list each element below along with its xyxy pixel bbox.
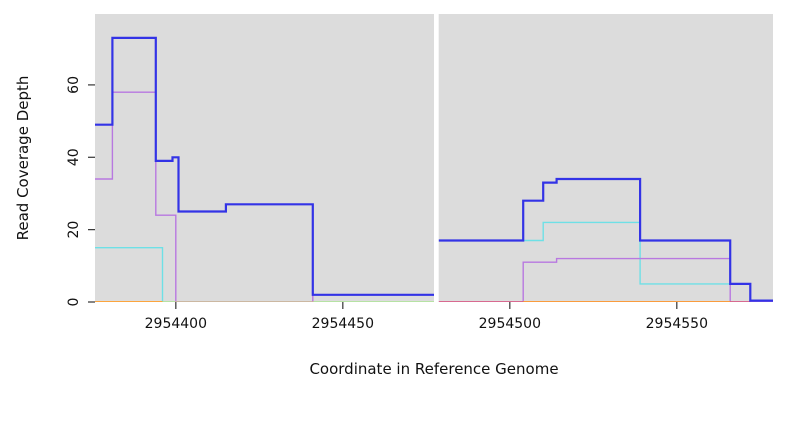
y-tick-label: 20 xyxy=(66,221,82,239)
x-tick-label: 2954400 xyxy=(145,316,207,332)
x-tick-label: 2954450 xyxy=(312,316,374,332)
y-tick-label: 0 xyxy=(66,298,82,307)
y-tick-label: 60 xyxy=(66,76,82,94)
x-axis-title: Coordinate in Reference Genome xyxy=(309,360,558,378)
series-line-unique-total xyxy=(95,36,434,296)
series-line-unique-bottom xyxy=(438,257,773,302)
series-line-unique-bottom xyxy=(95,91,434,302)
series-line-unique-top xyxy=(95,247,434,302)
series-line-unique-total xyxy=(438,177,773,302)
y-axis-title: Read Coverage Depth xyxy=(14,76,32,241)
x-tick-label: 2954550 xyxy=(646,316,708,332)
x-tick-label: 2954500 xyxy=(479,316,541,332)
coverage-gap-band xyxy=(434,14,439,302)
y-tick-label: 40 xyxy=(66,148,82,166)
